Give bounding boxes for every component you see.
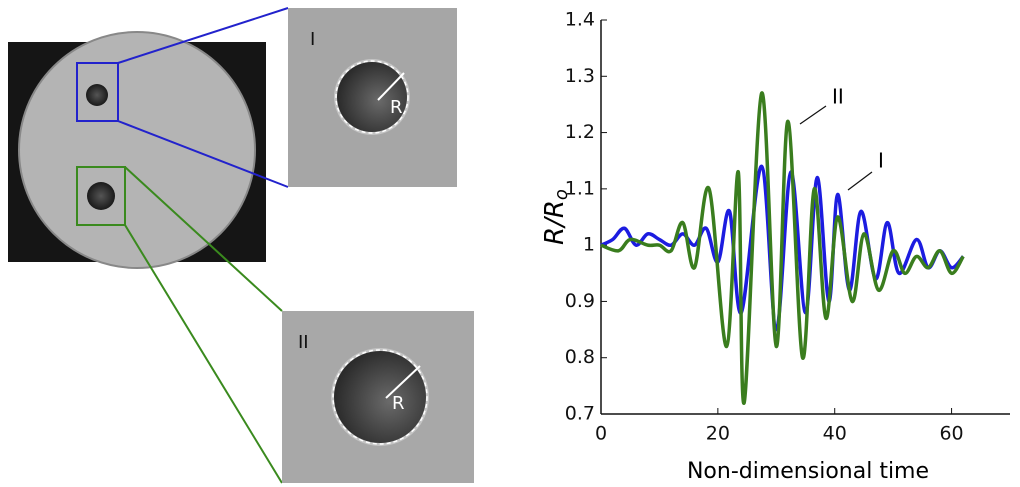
inset-image: II R [282,311,474,483]
series-label: II [832,85,844,109]
radius-label: R [390,97,403,118]
x-tick-label: 60 [939,423,963,445]
zoom-lines [117,7,289,484]
y-tick-label: 1.2 [565,121,595,143]
x-tick-label: 0 [595,423,607,445]
data-line [600,164,965,332]
y-tick-label: 0.8 [565,346,595,368]
inset-image: I R [288,8,457,187]
y-tick-label: 1.1 [565,177,595,199]
x-tick-label: 40 [823,423,847,445]
y-tick-label: 1.3 [565,65,595,87]
x-axis-label: Non-dimensional time [687,459,929,484]
inset-label: I [310,29,315,50]
y-axis-label-main: R/R [540,200,570,245]
inset-label: II [298,332,309,353]
callout-line [847,171,873,191]
overview-image [8,31,266,269]
y-tick-label: 1.4 [565,9,595,31]
data-line [600,91,965,405]
y-tick-label: 0.7 [565,403,595,425]
radius-label: R [392,393,405,414]
y-tick-label: 0.9 [565,290,595,312]
callout-line [799,105,827,125]
chart: Non-dimensional time R/Ro 0.7 0.8 0.9 1 1.1 1… [540,9,1010,484]
y-axis-label-sub: o [551,189,572,200]
y-tick-label: 1 [583,234,595,256]
y-axis-label: R/Ro [540,189,573,245]
series-label: I [878,149,884,173]
x-tick-label: 20 [706,423,730,445]
